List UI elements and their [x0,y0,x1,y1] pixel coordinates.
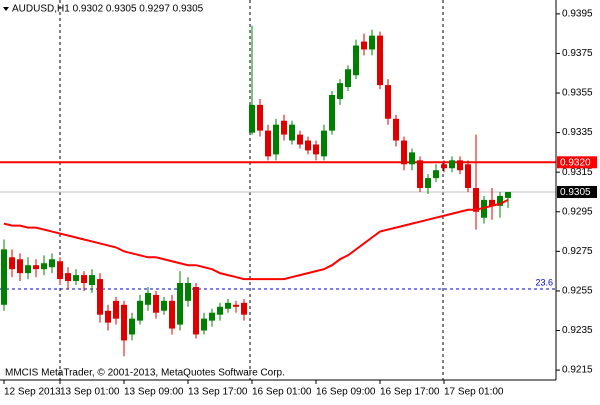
candle-body [457,160,463,171]
x-tick-label: 13 Sep 01:00 [60,387,120,398]
x-tick-label: 16 Sep 17:00 [380,387,440,398]
candle-body [313,144,319,155]
candle-body [89,275,95,285]
candle-body [201,318,207,331]
candle-body [345,69,351,88]
candle-body [217,306,223,315]
candle-body [137,300,143,321]
y-tick-label: 0.9295 [562,206,593,217]
candle-body [353,45,359,76]
candle-body [505,191,511,198]
candle-body [1,249,7,305]
candle-body [289,124,295,141]
candle-body [361,41,367,50]
candle-body [489,199,495,206]
y-tick-label: 0.9315 [562,167,593,178]
candle-body [57,261,63,280]
candle-body [305,140,311,151]
y-tick-label: 0.9255 [562,286,593,297]
candle-body [233,304,239,307]
price-label: 0.9320 [560,157,591,168]
chart-title: AUDUSD,H1 0.9302 0.9305 0.9297 0.9305 [12,4,204,15]
candle-body [25,265,31,274]
x-tick-label: 16 Sep 09:00 [316,387,376,398]
candle-body [409,152,415,165]
candle-body [297,134,303,145]
candle-body [49,259,55,268]
candle-body [401,140,407,165]
candle-body [193,286,199,335]
y-tick-label: 0.9335 [562,127,593,138]
y-tick-label: 0.9375 [562,48,593,59]
candle-body [433,170,439,179]
candles [1,25,511,357]
price-label-box [557,185,597,198]
candle-body [241,302,247,315]
candle-body [441,164,447,169]
candle-body [393,118,399,141]
candle-body [185,283,191,301]
candle-body [281,120,287,135]
candle-body [153,294,159,313]
candle-body [41,263,47,270]
candle-body [81,275,87,284]
candle-body [273,124,279,155]
y-tick-label: 0.9355 [562,88,593,99]
x-tick-label: 17 Sep 01:00 [444,387,504,398]
x-tick-label: 13 Sep 17:00 [188,387,248,398]
fib-level-label: 23.6 [535,277,553,287]
x-tick-label: 13 Sep 09:00 [124,387,184,398]
y-tick-label: 0.9235 [562,325,593,336]
candle-body [377,35,383,86]
candle-body [465,164,471,189]
candle-body [497,195,503,206]
y-tick-label: 0.9215 [562,365,593,376]
candle-body [225,302,231,309]
candle-body [121,304,127,341]
ma-line [3,198,509,281]
candle-body [17,259,23,274]
candle-body [97,279,103,315]
levels: 23.6 [0,161,556,290]
candle-body [209,312,215,321]
candle-body [257,104,263,131]
symbol-icon [3,7,9,11]
candle-body [473,188,479,212]
candle-body [113,300,119,319]
candle-body [321,130,327,157]
candle-body [449,160,455,169]
price-label-box [557,156,597,169]
axes: 0.9395 0.9375 0.9355 0.9335 0.9315 0.9295 0.92… [0,0,597,398]
candle-body [417,160,423,189]
y-tick-label: 0.9395 [562,8,593,19]
candle-body [129,318,135,335]
candle-body [33,265,39,270]
candle-body [337,83,343,99]
candle-body [169,300,175,329]
candle-body [9,257,15,270]
candle-body [369,35,375,50]
candle-body [65,273,71,282]
moving-average [3,198,509,281]
candle-body [105,310,111,323]
price-label: 0.9305 [560,187,591,198]
y-tick-label: 0.9275 [562,246,593,257]
candle-body [329,95,335,131]
candle-body [145,292,151,305]
candle-body [385,85,391,119]
x-tick-label: 12 Sep 2013 [4,387,61,398]
candle-body [265,130,271,157]
candle-body [249,104,255,133]
candle-body [161,300,167,311]
x-tick-label: 16 Sep 01:00 [252,387,312,398]
candle-body [177,283,183,325]
candle-body [73,275,79,282]
copyright: MMCIS MetaTrader, © 2001-2013, MetaQuote… [5,368,285,379]
candle-body [425,178,431,189]
